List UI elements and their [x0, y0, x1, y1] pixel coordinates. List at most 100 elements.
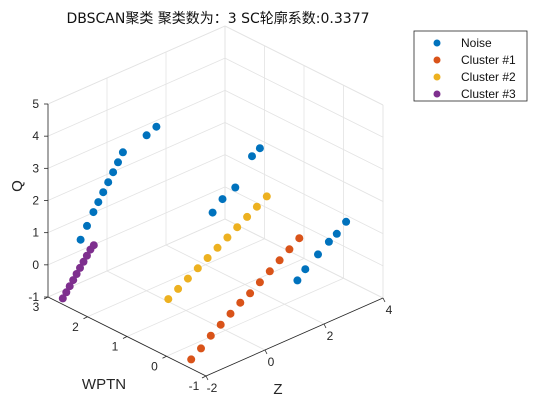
z-axis-label: Q — [9, 180, 26, 192]
data-point — [275, 256, 284, 265]
floor-grid-line — [166, 277, 344, 357]
back-wall-grid-line — [47, 186, 226, 266]
data-point — [255, 278, 264, 287]
x-tick-mark — [382, 297, 386, 303]
z-tick-label: 2 — [32, 194, 39, 208]
data-point — [265, 267, 274, 276]
z-tick-label: 5 — [32, 97, 39, 111]
data-point — [208, 208, 217, 217]
z-tick-label: 1 — [32, 226, 39, 240]
series-cluster-2 — [164, 192, 271, 304]
data-point — [203, 254, 212, 262]
data-point — [262, 192, 271, 201]
legend: Noise Cluster #1 Cluster #2 Cluster #3 — [413, 30, 528, 102]
data-point — [301, 265, 310, 274]
data-point — [293, 276, 302, 285]
data-point — [213, 243, 222, 252]
data-point — [109, 168, 118, 177]
floor-grid-line — [87, 238, 265, 318]
y-tick-mark — [201, 375, 207, 379]
y-tick-label: -1 — [189, 379, 200, 393]
data-point — [76, 263, 84, 272]
x-tick-label: 2 — [327, 329, 334, 343]
side-wall-grid-line — [224, 186, 384, 267]
legend-marker — [433, 90, 441, 98]
data-point — [114, 158, 122, 167]
y-tick-label: 0 — [151, 359, 158, 373]
legend-marker — [433, 39, 441, 47]
series-cluster-1 — [187, 234, 304, 364]
y-tick-mark — [162, 355, 167, 359]
data-point — [65, 282, 74, 291]
side-wall-grid-line — [224, 154, 384, 235]
data-point — [285, 245, 294, 254]
data-point — [69, 276, 78, 285]
legend-marker — [433, 73, 441, 81]
data-point — [187, 355, 196, 364]
x-tick-mark — [205, 375, 209, 381]
chart-axes — [43, 103, 386, 381]
data-point — [233, 223, 242, 232]
x-tick-label: 4 — [386, 303, 393, 317]
back-wall-grid-line — [47, 122, 226, 201]
box-edge — [47, 25, 226, 105]
data-point — [72, 270, 81, 278]
legend-label: Cluster #1 — [461, 53, 516, 67]
data-point — [82, 251, 91, 260]
data-point — [142, 131, 151, 140]
x-tick-label: -2 — [207, 381, 218, 395]
data-point — [94, 198, 103, 207]
data-point — [252, 202, 261, 211]
x-axis-line — [205, 297, 384, 377]
data-point — [332, 229, 341, 238]
side-wall-grid-line — [224, 122, 384, 202]
data-point — [83, 221, 91, 230]
data-point — [152, 122, 161, 131]
side-wall-grid-line — [224, 57, 384, 138]
floor-grid-line — [126, 258, 305, 337]
series-noise — [76, 122, 351, 285]
data-point — [99, 188, 108, 197]
data-point — [206, 331, 215, 340]
back-wall-grid-line — [47, 154, 226, 234]
y-tick-label: 1 — [112, 340, 119, 354]
side-wall-grid-line — [224, 89, 384, 170]
data-point — [174, 284, 183, 293]
data-point — [89, 241, 98, 250]
data-point — [76, 235, 85, 244]
legend-label: Cluster #3 — [461, 87, 516, 101]
back-wall-grid-line — [47, 89, 226, 169]
data-point — [226, 309, 235, 318]
data-point — [193, 264, 202, 273]
data-point — [118, 148, 127, 157]
data-point — [243, 212, 252, 221]
data-point — [58, 294, 67, 303]
y-axis-label: WPTN — [82, 376, 126, 393]
y-tick-mark — [83, 316, 88, 320]
x-tick-mark — [264, 349, 268, 355]
data-point — [79, 257, 88, 266]
legend-label: Cluster #2 — [461, 70, 516, 84]
data-point — [246, 289, 255, 298]
data-point — [223, 233, 232, 242]
z-tick-label: 0 — [32, 258, 39, 272]
data-point — [295, 234, 304, 243]
data-point — [104, 178, 113, 187]
y-tick-label: 3 — [33, 300, 40, 314]
back-wall-grid-line — [47, 218, 226, 298]
legend-label: Noise — [461, 36, 492, 50]
data-point — [314, 250, 322, 259]
box-edge — [224, 25, 384, 106]
chart-points — [58, 122, 351, 364]
x-tick-mark — [323, 323, 327, 329]
data-point — [89, 208, 98, 217]
z-tick-label: 3 — [32, 161, 39, 175]
data-point — [324, 237, 333, 246]
data-point — [248, 152, 256, 161]
data-point — [255, 144, 264, 153]
side-wall-grid-line — [224, 218, 384, 299]
data-point — [342, 217, 351, 226]
data-point — [236, 298, 245, 307]
